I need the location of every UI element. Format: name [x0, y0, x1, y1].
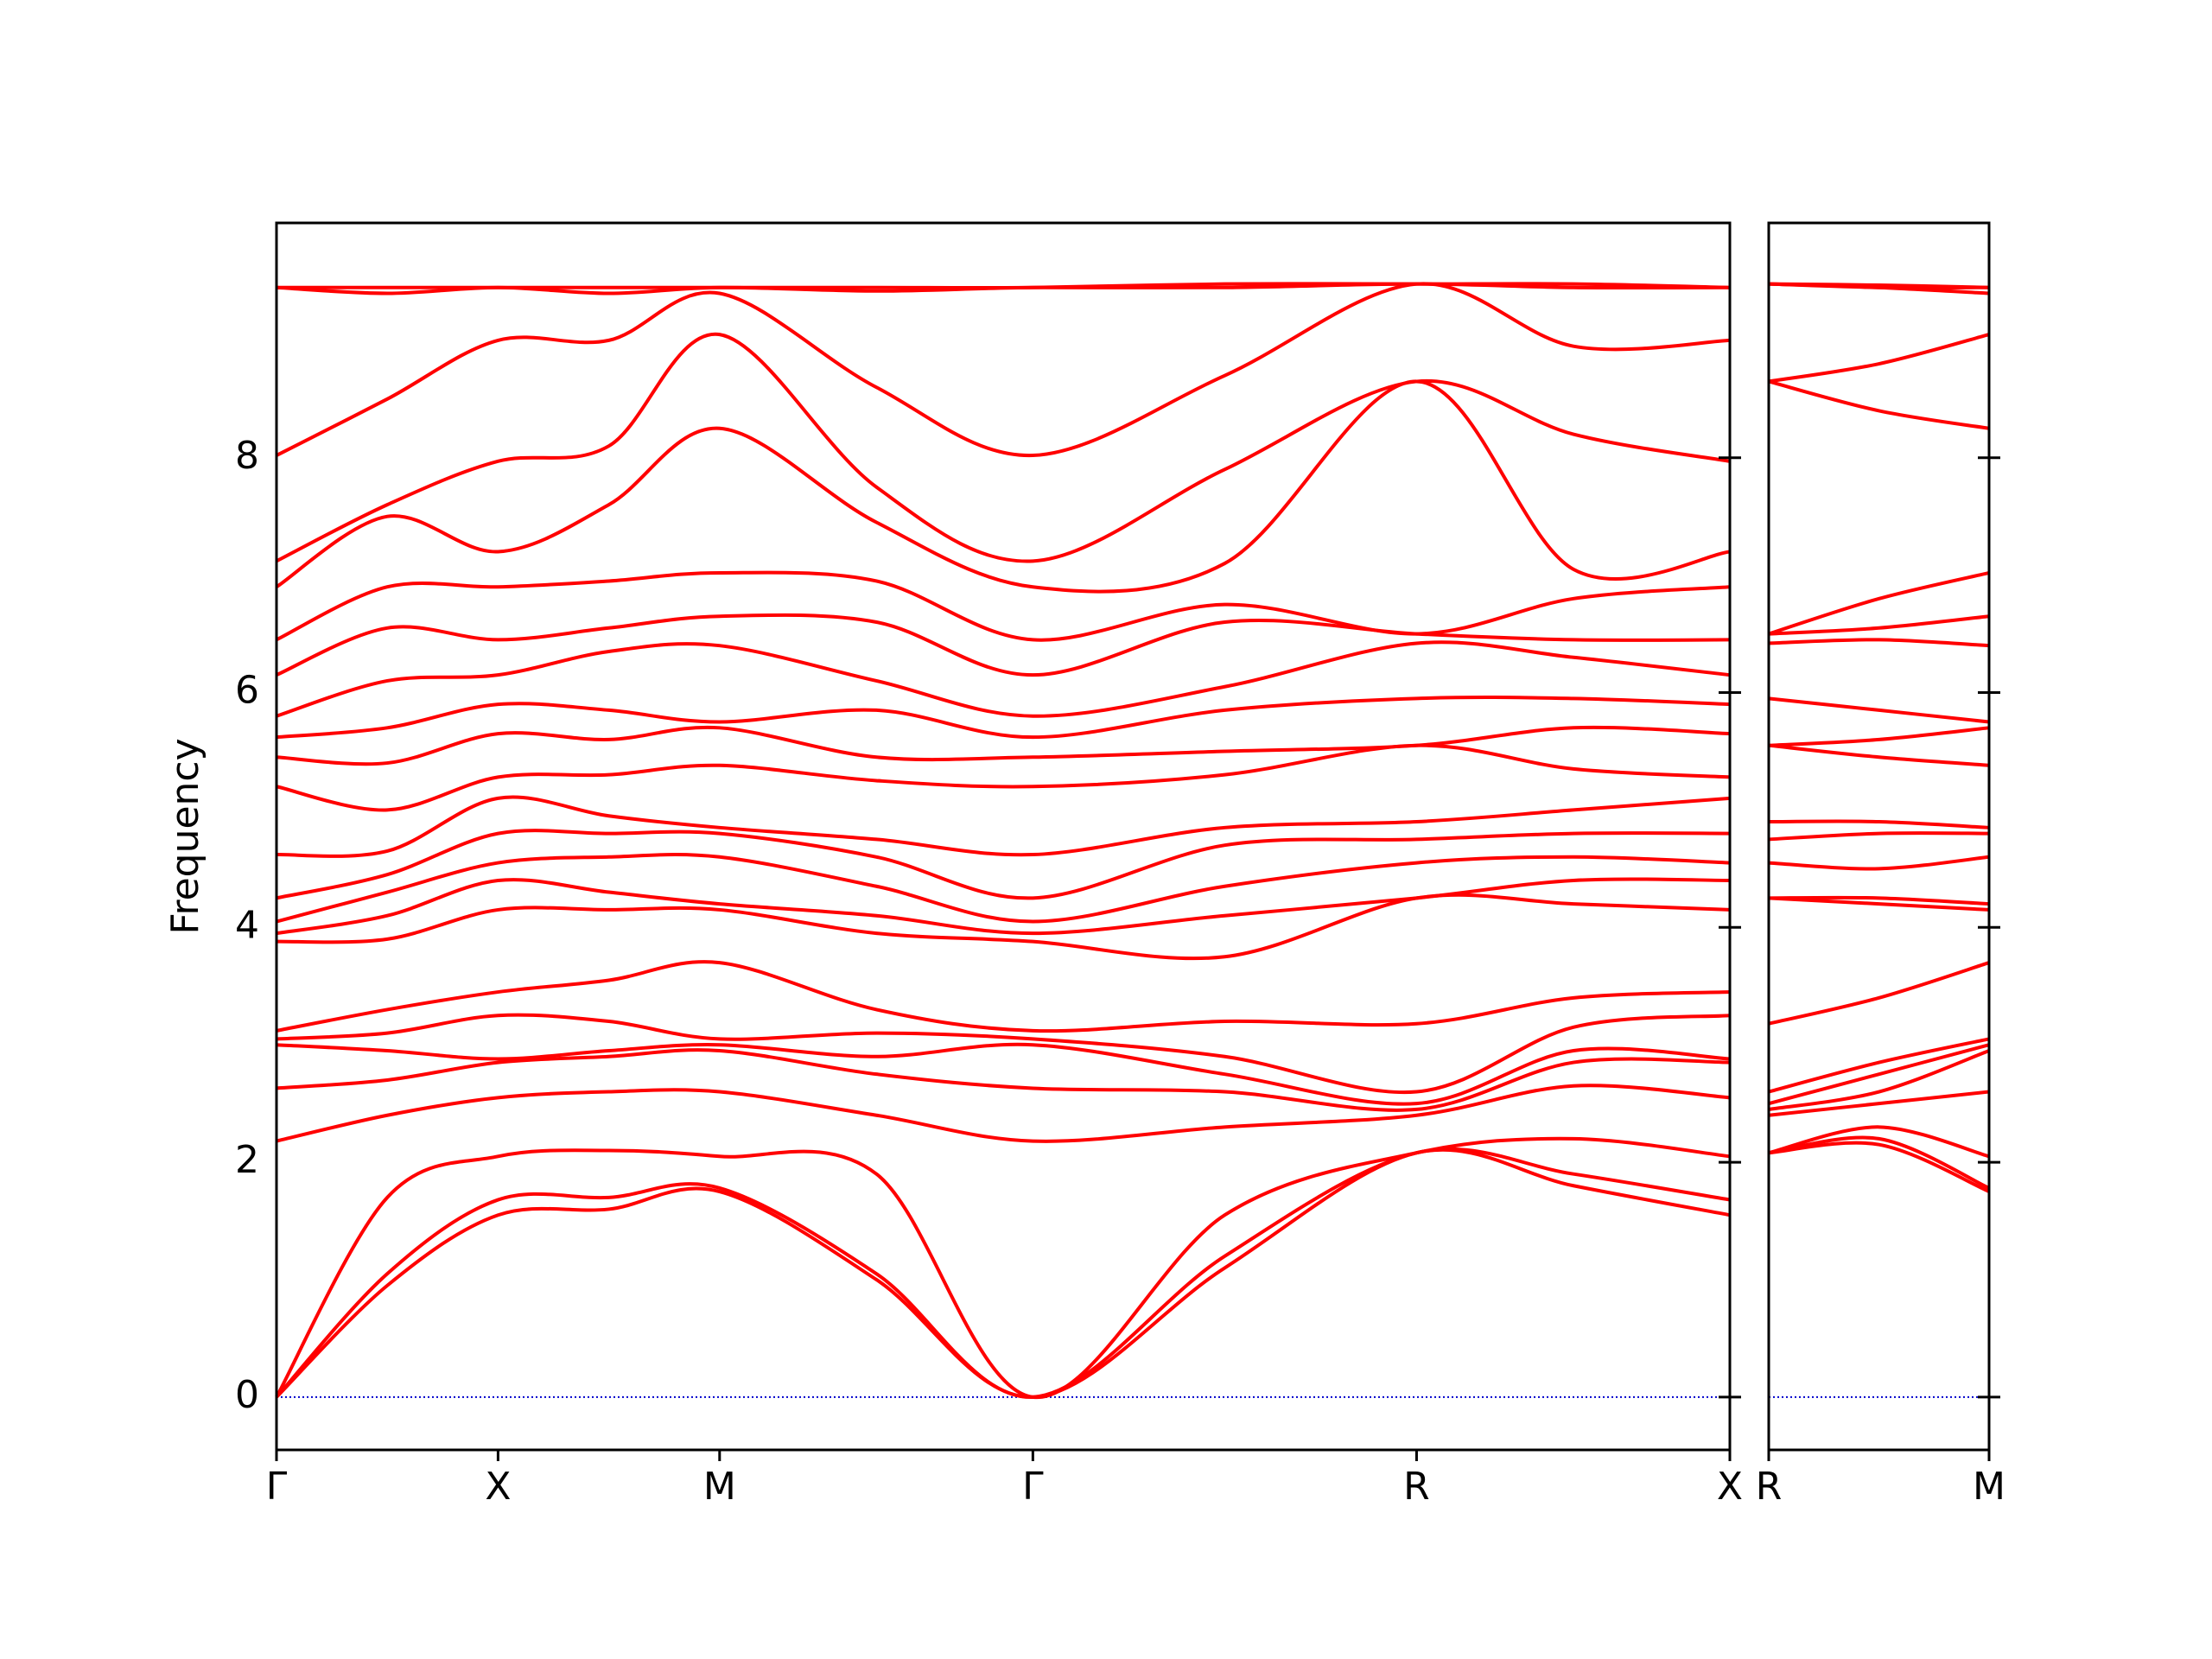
band-line — [276, 1013, 1731, 1095]
band-line — [1768, 831, 1990, 842]
band-line — [276, 1048, 1731, 1112]
band-line — [1768, 282, 1990, 289]
band-line — [1768, 333, 1990, 384]
band-line — [276, 570, 1731, 642]
band-line — [276, 893, 1731, 961]
band-line — [1768, 1090, 1990, 1117]
band-line — [1768, 638, 1990, 648]
band-line — [275, 1147, 1731, 1399]
band-line — [276, 613, 1731, 677]
y-tick-label: 4 — [235, 903, 259, 947]
band-line — [1768, 743, 1990, 767]
x-tick-label: R — [1756, 1465, 1783, 1509]
y-tick-label: 2 — [235, 1138, 259, 1182]
band-line — [276, 1084, 1731, 1143]
y-axis-label: Frequency — [163, 738, 207, 934]
plot-frame — [1767, 221, 1991, 1452]
band-line — [276, 877, 1731, 936]
y-tick-label: 6 — [235, 669, 259, 713]
band-line — [1768, 1135, 1990, 1190]
band-line — [276, 640, 1731, 718]
band-line — [276, 853, 1731, 924]
band-line — [276, 829, 1731, 900]
band-line — [1768, 1141, 1990, 1193]
band-line — [276, 282, 1731, 458]
band-line — [276, 795, 1731, 858]
band-line — [1768, 379, 1990, 430]
band-line — [275, 1147, 1731, 1399]
band-line — [276, 1042, 1731, 1106]
band-line — [276, 743, 1731, 812]
band-line — [1768, 961, 1990, 1026]
x-tick-label: M — [703, 1465, 736, 1509]
x-tick-label: R — [1403, 1465, 1430, 1509]
x-tick-label: Γ — [266, 1465, 288, 1509]
band-line — [1768, 855, 1990, 871]
band-line — [276, 725, 1731, 766]
band-line — [1768, 614, 1990, 636]
band-line — [1768, 895, 1990, 906]
band-line — [275, 379, 1731, 594]
plot-frame — [275, 221, 1732, 1452]
band-line — [1768, 1125, 1990, 1159]
band-line — [1768, 696, 1990, 724]
band-line — [1768, 896, 1990, 912]
band-line — [276, 960, 1731, 1033]
x-tick-label: X — [485, 1465, 511, 1509]
band-line — [275, 1136, 1731, 1399]
band-line — [1768, 1037, 1990, 1094]
band-line — [276, 333, 1731, 563]
band-line — [276, 696, 1731, 740]
band-line — [1768, 570, 1990, 636]
y-tick-label: 0 — [235, 1373, 259, 1417]
x-tick-label: X — [1717, 1465, 1743, 1509]
band-line — [1768, 726, 1990, 747]
band-line — [1768, 819, 1990, 830]
y-tick-label: 8 — [235, 434, 259, 478]
band-line — [276, 282, 1731, 290]
x-tick-label: M — [1973, 1465, 2005, 1509]
x-tick-label: Γ — [1022, 1465, 1044, 1509]
band-line — [1768, 1049, 1990, 1111]
band-line — [1768, 1043, 1990, 1106]
